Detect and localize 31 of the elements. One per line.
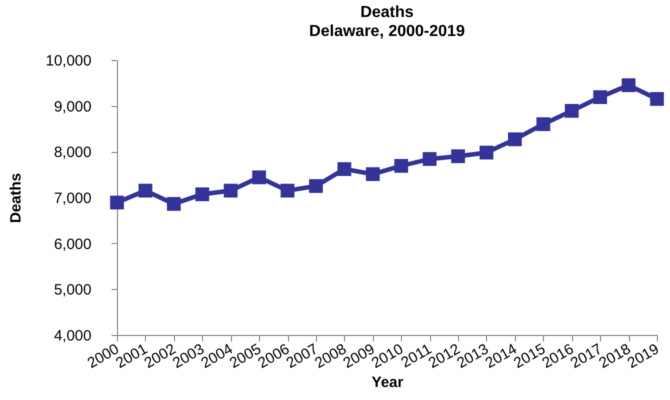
- y-tick-label: 6,000: [54, 236, 92, 253]
- point: [394, 158, 408, 173]
- point: [422, 152, 437, 166]
- point: [224, 184, 238, 198]
- point: [451, 149, 465, 164]
- point: [337, 162, 352, 176]
- point: [564, 104, 579, 118]
- point: [622, 78, 636, 92]
- point: [280, 184, 294, 198]
- y-tick-label: 9,000: [54, 98, 92, 116]
- point: [593, 90, 608, 104]
- chart-title: Deaths: [360, 4, 414, 21]
- point: [138, 184, 152, 198]
- point: [195, 187, 210, 202]
- point: [650, 92, 664, 106]
- y-tick-label: 7,000: [54, 190, 92, 207]
- chart-subtitle: Delaware, 2000-2019: [309, 23, 465, 40]
- point: [508, 132, 522, 146]
- x-axis-title: Year: [372, 374, 404, 392]
- point: [480, 146, 494, 160]
- y-tick-label: 8,000: [54, 144, 92, 162]
- point: [166, 197, 181, 211]
- point: [536, 117, 550, 132]
- y-tick-label: 10,000: [46, 52, 92, 70]
- point: [110, 196, 124, 210]
- y-tick-label: 4,000: [54, 328, 92, 344]
- point: [366, 167, 380, 182]
- point: [252, 170, 266, 184]
- y-axis-title: Deaths: [8, 172, 25, 224]
- point: [309, 179, 323, 193]
- y-tick-label: 5,000: [54, 282, 92, 299]
